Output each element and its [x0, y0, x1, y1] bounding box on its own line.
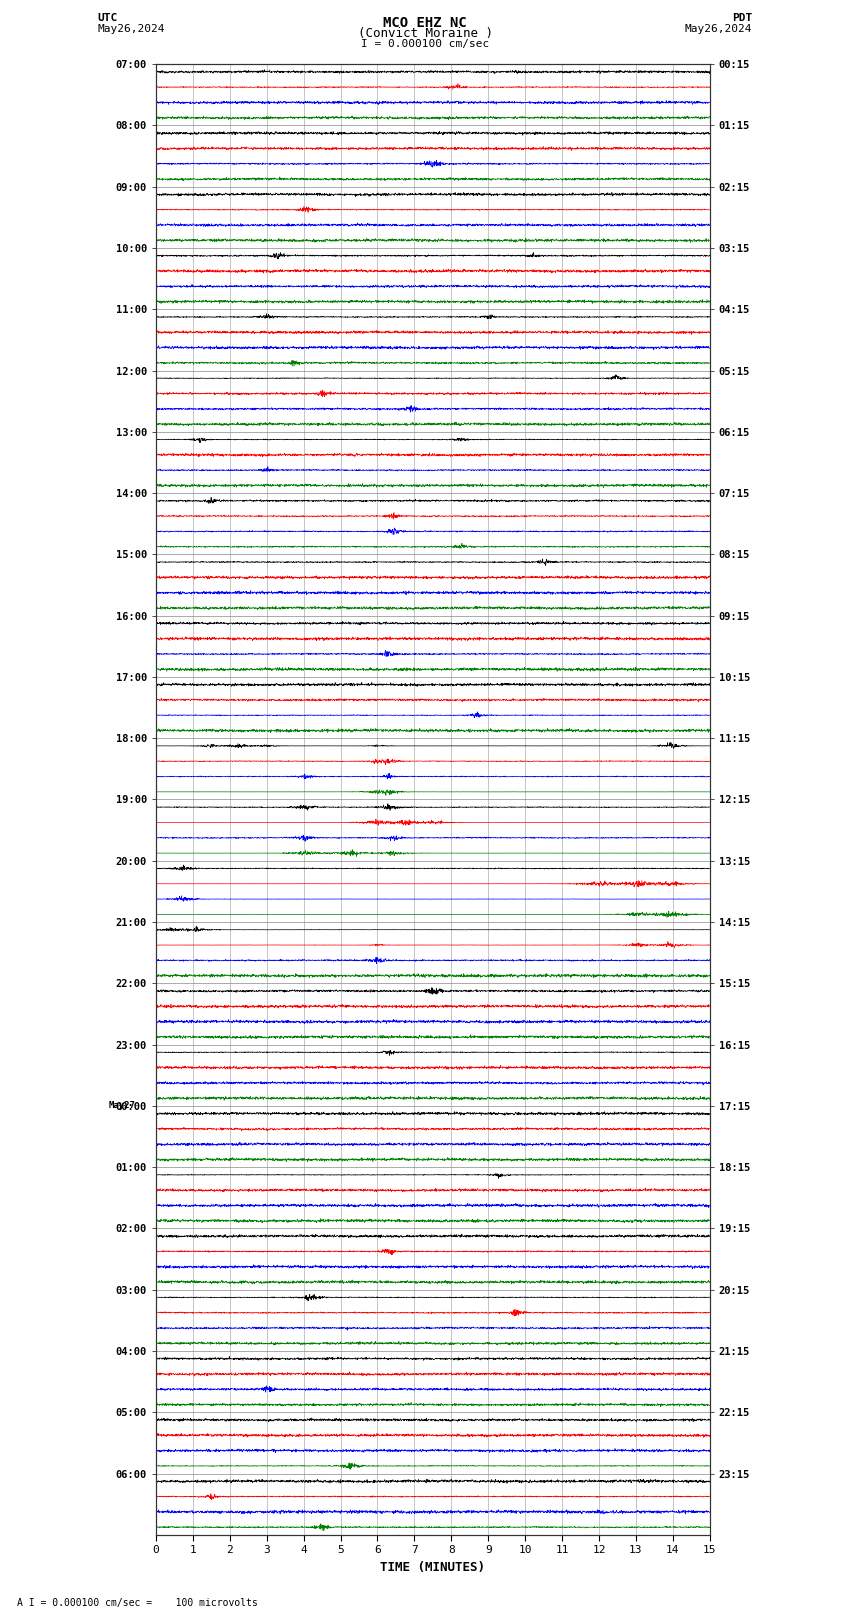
Text: May27: May27	[109, 1102, 136, 1110]
Text: UTC: UTC	[98, 13, 118, 23]
Text: May26,2024: May26,2024	[685, 24, 752, 34]
X-axis label: TIME (MINUTES): TIME (MINUTES)	[380, 1561, 485, 1574]
Text: A I = 0.000100 cm/sec =    100 microvolts: A I = 0.000100 cm/sec = 100 microvolts	[17, 1598, 258, 1608]
Text: May26,2024: May26,2024	[98, 24, 165, 34]
Text: (Convict Moraine ): (Convict Moraine )	[358, 27, 492, 40]
Text: PDT: PDT	[732, 13, 752, 23]
Text: I = 0.000100 cm/sec: I = 0.000100 cm/sec	[361, 39, 489, 48]
Text: MCO EHZ NC: MCO EHZ NC	[383, 16, 467, 31]
